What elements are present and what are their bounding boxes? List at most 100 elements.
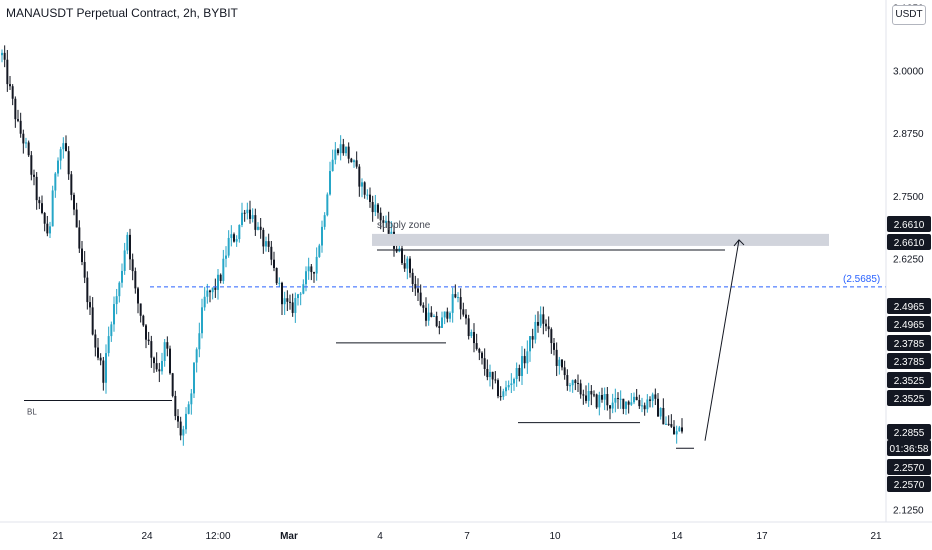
- candle-body: [267, 241, 270, 247]
- price-tag-bg: [887, 476, 931, 492]
- candle-body: [497, 380, 499, 397]
- candle-body: [67, 151, 70, 175]
- candle-body: [582, 394, 585, 396]
- candle-body: [337, 149, 339, 154]
- candle-body: [659, 408, 662, 417]
- x-tick-label: 7: [464, 531, 470, 542]
- candle-body: [62, 143, 65, 150]
- candle-body: [643, 405, 646, 410]
- candle-body: [129, 234, 131, 260]
- candle-body: [673, 426, 675, 435]
- candle-body: [427, 312, 430, 321]
- price-tag: 2.6610: [887, 234, 931, 250]
- price-tag-bg: [887, 353, 931, 369]
- candle-body: [214, 287, 217, 290]
- candle-body: [609, 405, 611, 409]
- candle-body: [193, 362, 195, 394]
- candle-body: [521, 356, 523, 376]
- candle-body: [451, 294, 454, 313]
- candle-body: [238, 225, 241, 240]
- candle-body: [11, 86, 14, 99]
- candle-body: [302, 284, 305, 294]
- candle-body: [377, 204, 379, 213]
- candle-body: [57, 160, 59, 174]
- price-tag: 2.3525: [887, 390, 931, 406]
- candle-body: [633, 396, 635, 403]
- candle-body: [166, 342, 169, 349]
- candle-body: [507, 385, 510, 388]
- candle-body: [529, 336, 531, 352]
- candle-body: [19, 120, 22, 134]
- candle-body: [102, 360, 105, 383]
- candle-body: [201, 307, 203, 334]
- candle-body: [433, 315, 435, 317]
- candle-body: [678, 427, 681, 432]
- candle-body: [273, 259, 275, 269]
- price-tag-bg: [887, 298, 931, 314]
- candle-body: [297, 294, 299, 299]
- candle-body: [334, 149, 337, 160]
- candle-body: [35, 176, 38, 201]
- price-tag-bg: [887, 440, 931, 456]
- candle-body: [17, 119, 19, 121]
- candle-body: [25, 142, 27, 144]
- candle-body: [94, 334, 97, 348]
- candle-body: [222, 258, 225, 281]
- price-tag: 2.3785: [887, 353, 931, 369]
- candle-body: [630, 402, 633, 405]
- candle-body: [438, 326, 441, 328]
- candle-body: [41, 203, 43, 213]
- candle-body: [561, 359, 563, 368]
- candle-body: [283, 298, 286, 305]
- candle-body: [491, 371, 494, 380]
- candle-body: [131, 259, 134, 272]
- candle-body: [3, 52, 6, 60]
- candle-body: [363, 182, 366, 195]
- candle-body: [185, 413, 187, 430]
- candle-body: [254, 215, 257, 230]
- candle-body: [286, 298, 289, 302]
- candle-body: [97, 347, 99, 358]
- candle-body: [134, 271, 137, 289]
- candle-body: [473, 332, 475, 344]
- candle-body: [190, 393, 193, 405]
- candle-body: [177, 416, 179, 422]
- candle-body: [342, 144, 345, 154]
- candle-body: [313, 272, 315, 274]
- candle-body: [233, 234, 235, 242]
- supply-zone-label: supply zone: [377, 220, 431, 231]
- candle-body: [513, 378, 515, 384]
- candle-body: [435, 315, 438, 327]
- candle-body: [65, 143, 67, 152]
- candle-body: [147, 339, 150, 342]
- y-tick-label: 2.6250: [893, 254, 924, 265]
- candle-body: [243, 212, 246, 214]
- currency-unit-button[interactable]: USDT: [892, 5, 926, 25]
- candle-body: [638, 400, 641, 407]
- candle-body: [49, 226, 51, 234]
- candle-body: [419, 292, 422, 306]
- candle-body: [211, 287, 214, 293]
- candle-body: [374, 204, 377, 213]
- candle-body: [662, 408, 665, 425]
- price-tags-layer: 2.6610 2.6610 2.4965 2.4965 2.3785 2.3785 2.35…: [887, 216, 931, 492]
- candle-body: [603, 394, 606, 400]
- candle-body: [515, 368, 518, 379]
- candle-body: [459, 297, 462, 310]
- supply-zone-box: [372, 233, 829, 246]
- price-tag-label: 2.6610: [894, 238, 925, 249]
- candle-body: [614, 397, 617, 403]
- price-tag-label: 2.3525: [894, 394, 925, 405]
- candle-body: [86, 277, 89, 303]
- candle-body: [547, 326, 550, 330]
- y-tick-label: 2.8750: [893, 129, 924, 140]
- candle-body: [174, 395, 177, 417]
- candle-body: [590, 390, 593, 395]
- candle-body: [310, 266, 313, 273]
- candle-body: [417, 288, 419, 293]
- price-tag-label: 2.3785: [894, 339, 925, 350]
- candle-body: [294, 298, 297, 313]
- candle-body: [470, 332, 473, 337]
- candle-body: [355, 160, 358, 167]
